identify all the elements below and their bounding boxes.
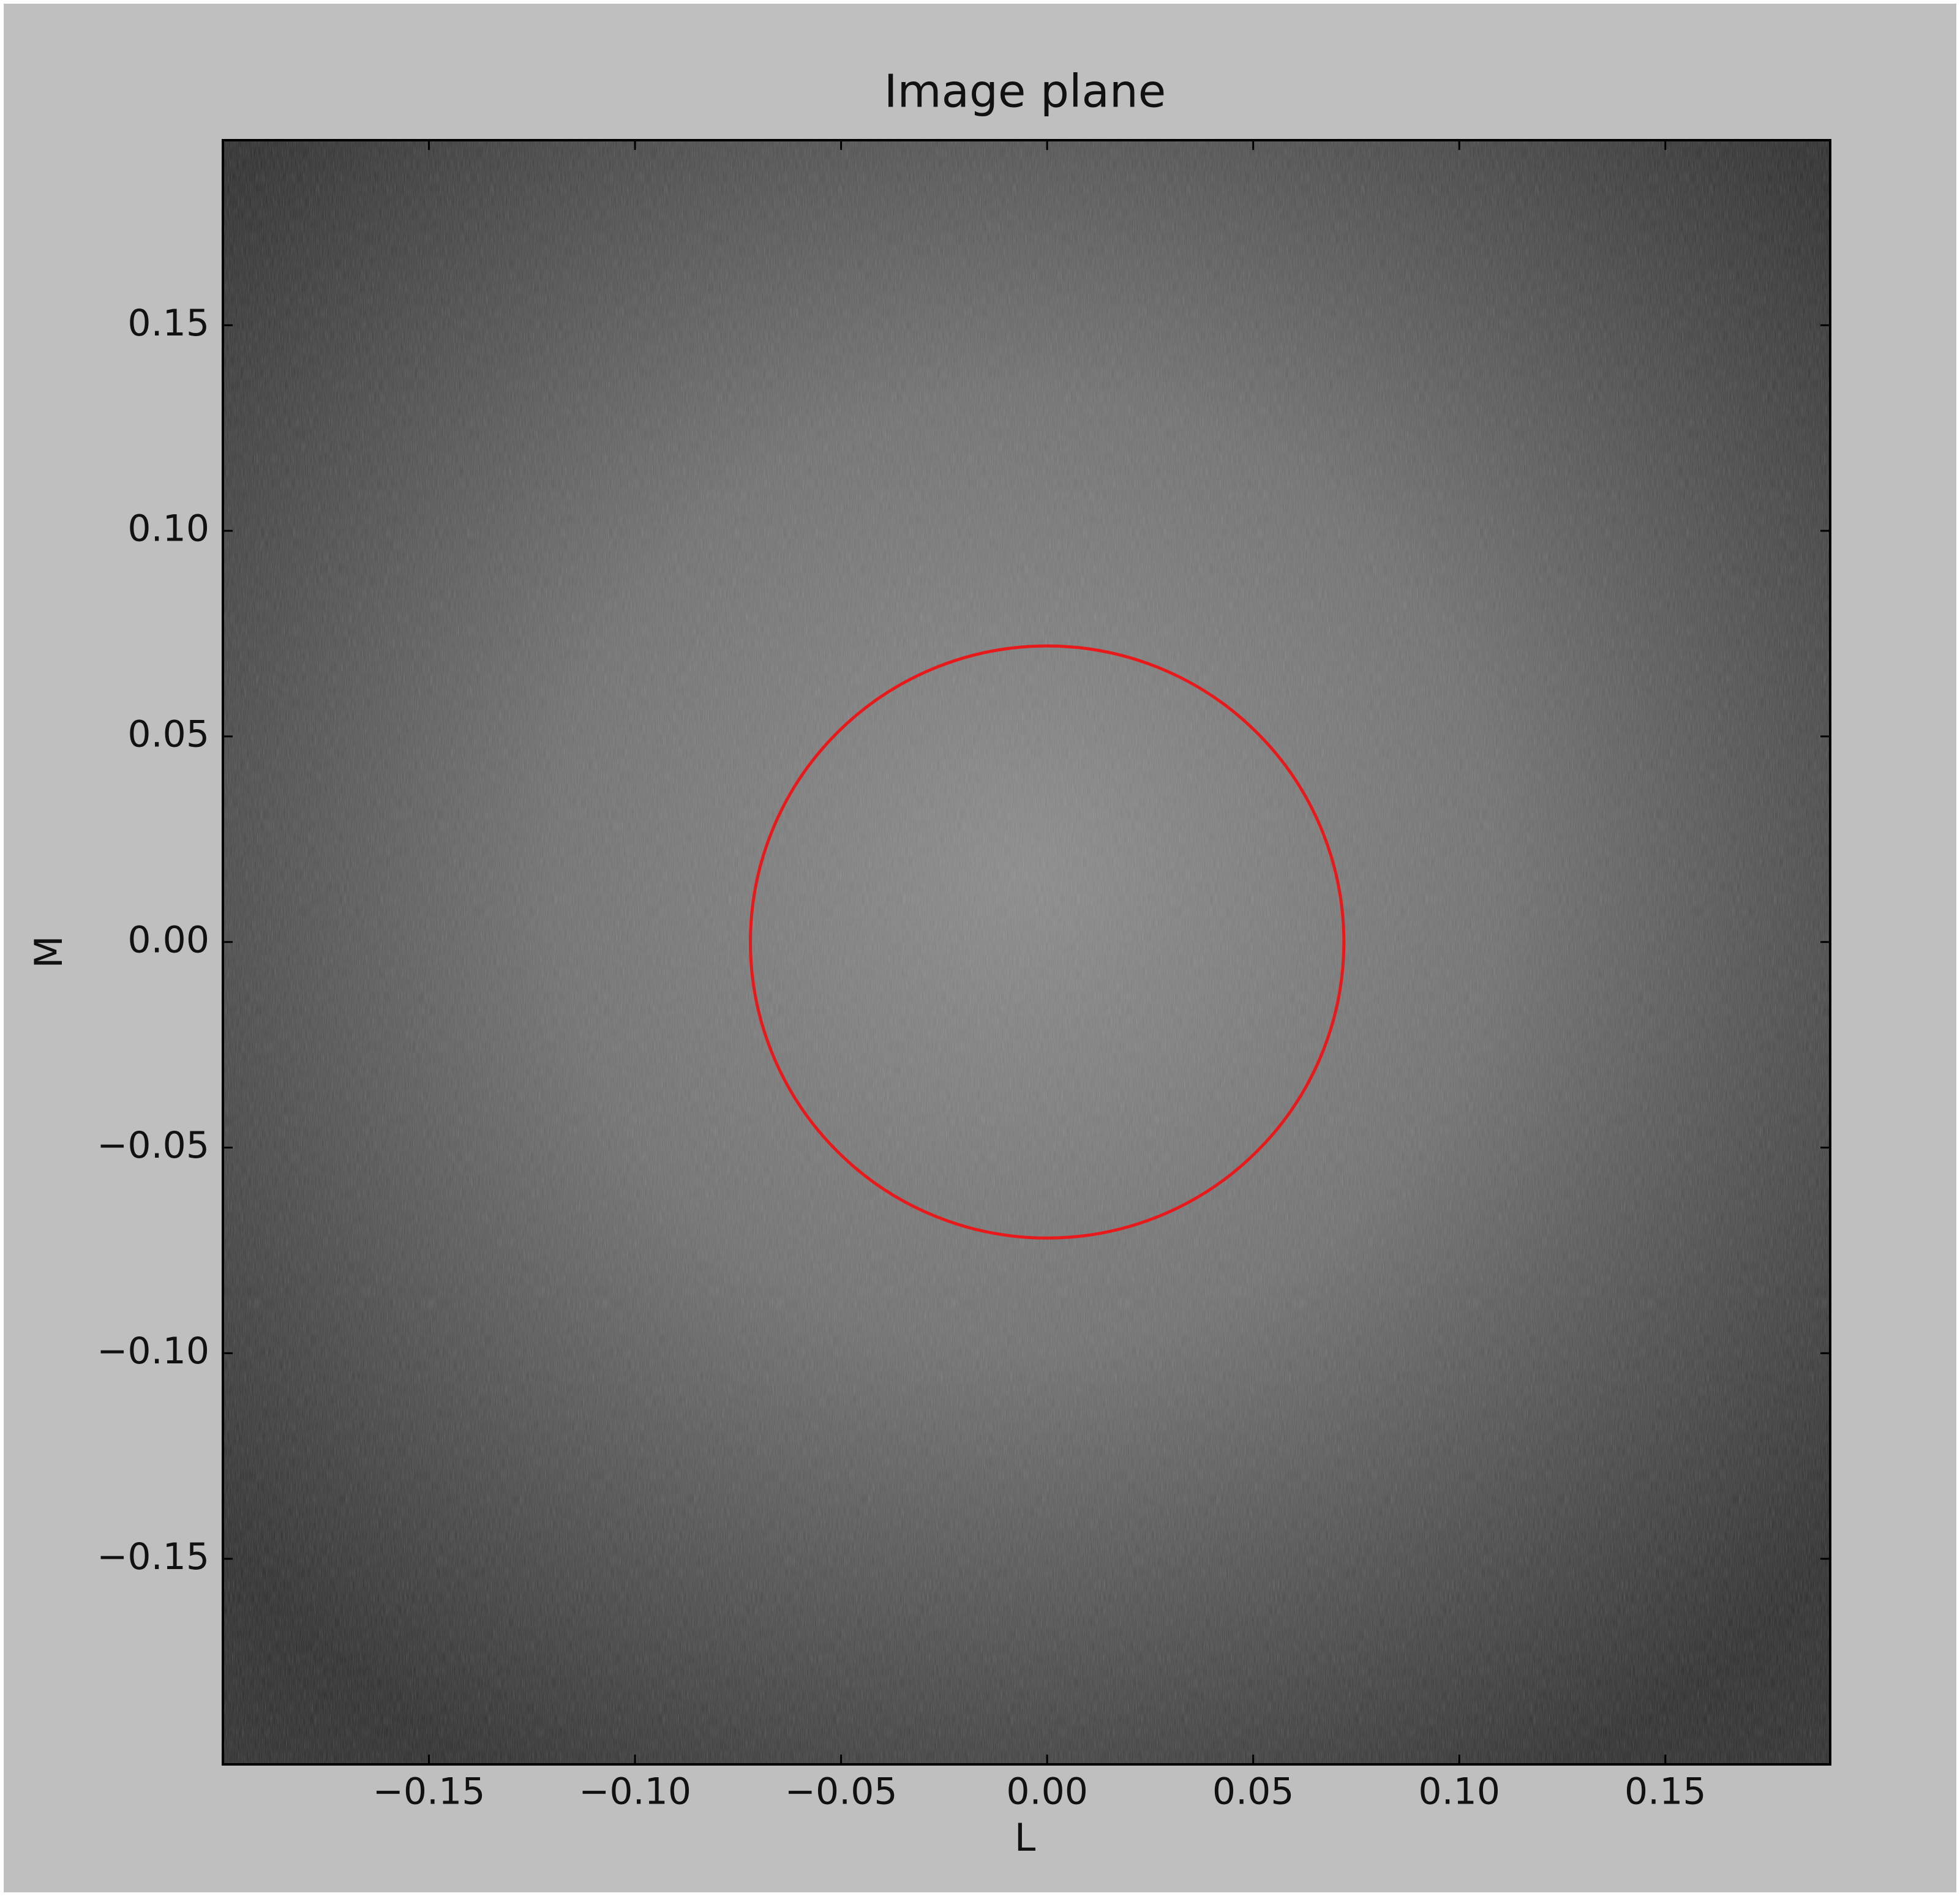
y-tick-label: 0.05 (127, 713, 209, 755)
x-tick-label: 0.00 (1006, 1770, 1088, 1813)
image-texture (223, 140, 1830, 1764)
y-tick-label: 0.10 (127, 508, 209, 550)
image (223, 140, 1830, 1764)
circle (749, 644, 1346, 1240)
chart-title: Image plane (884, 66, 1166, 118)
y-tick-label: 0.15 (127, 302, 209, 345)
x-tick-label: 0.05 (1212, 1770, 1294, 1813)
x-axis-label: L (1015, 1815, 1036, 1860)
x-tick-label: −0.05 (785, 1770, 898, 1813)
plot-border (222, 139, 1831, 1766)
marks: −0.15 −0.10 −0.05 0.00 0.05 0.10 0.15 −0.15 −0.1… (97, 140, 1830, 1813)
y-tick-label: 0.00 (127, 918, 209, 961)
x-tick-label: 0.15 (1624, 1770, 1707, 1813)
x-tick-label: −0.10 (579, 1770, 691, 1813)
x-tick-label: 0.10 (1418, 1770, 1500, 1813)
y-axis-label: M (26, 935, 71, 969)
y-tick-label: −0.05 (97, 1124, 209, 1167)
x-tick-label: −0.15 (373, 1770, 486, 1813)
y-tick-label: −0.10 (97, 1330, 209, 1373)
y-tick-label: −0.15 (97, 1535, 209, 1578)
